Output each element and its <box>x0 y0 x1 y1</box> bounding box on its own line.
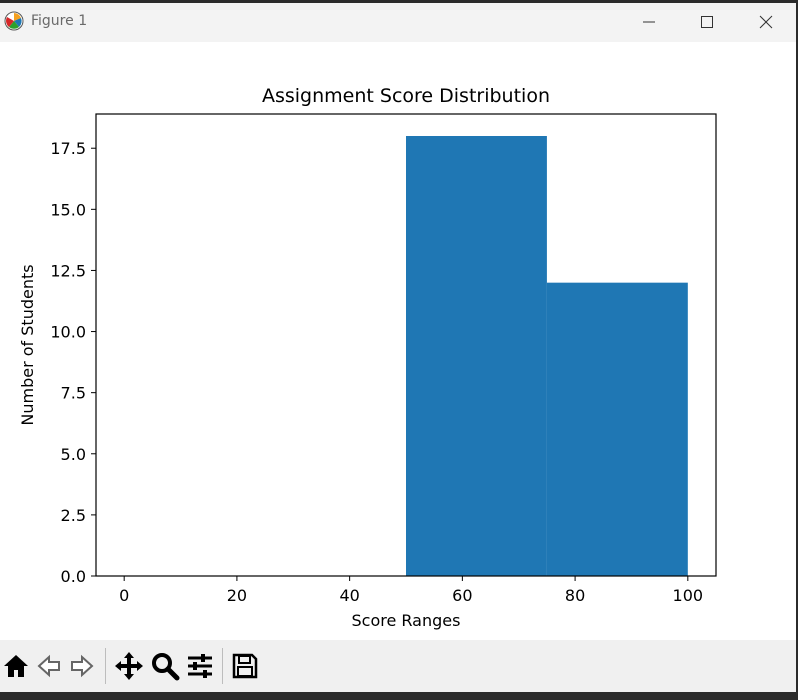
x-tick-label: 80 <box>565 586 585 605</box>
chart-title: Assignment Score Distribution <box>262 85 550 107</box>
maximize-icon <box>701 16 713 28</box>
navigation-toolbar <box>0 640 796 692</box>
configure-subplots-button[interactable] <box>184 650 216 682</box>
x-tick-label: 60 <box>452 586 472 605</box>
y-tick-label: 0.0 <box>61 567 86 586</box>
x-tick-label: 40 <box>339 586 359 605</box>
title-bar: Figure 1 <box>0 0 796 42</box>
zoom-icon <box>152 653 180 681</box>
window-title: Figure 1 <box>31 13 88 29</box>
y-tick-label: 5.0 <box>61 445 86 464</box>
pan-button[interactable] <box>113 650 145 682</box>
y-tick-label: 17.5 <box>50 139 86 158</box>
save-icon <box>232 653 258 679</box>
toolbar-separator <box>105 648 106 684</box>
toolbar-separator <box>222 648 223 684</box>
minimize-icon <box>643 21 655 23</box>
y-tick-label: 7.5 <box>61 384 86 403</box>
close-icon <box>759 15 773 29</box>
pan-icon <box>115 652 143 680</box>
zoom-button[interactable] <box>149 650 181 682</box>
configure-subplots-icon <box>188 654 212 678</box>
close-button[interactable] <box>743 8 789 36</box>
y-axis-label: Number of Students <box>18 264 37 425</box>
x-tick-label: 20 <box>227 586 247 605</box>
forward-icon <box>71 654 94 678</box>
forward-button[interactable] <box>66 650 98 682</box>
back-button[interactable] <box>33 650 65 682</box>
background-strip <box>0 692 798 700</box>
histogram-bar <box>546 282 688 576</box>
save-button[interactable] <box>229 650 261 682</box>
back-icon <box>37 654 60 678</box>
minimize-button[interactable] <box>626 8 672 36</box>
y-tick-label: 10.0 <box>50 323 86 342</box>
maximize-button[interactable] <box>684 8 730 36</box>
histogram-bar <box>406 136 547 576</box>
figure-canvas[interactable]: 0 20 40 60 80 100 0.0 2.5 5.0 7.5 10.0 12.5 15.0 17.5… <box>0 42 796 640</box>
axes-frame <box>95 113 717 577</box>
x-tick-label: 0 <box>119 586 129 605</box>
x-axis-label: Score Ranges <box>352 611 461 630</box>
y-tick-label: 15.0 <box>50 200 86 219</box>
y-tick-label: 12.5 <box>50 261 86 280</box>
matplotlib-logo-icon <box>4 11 24 31</box>
chart: 0 20 40 60 80 100 0.0 2.5 5.0 7.5 10.0 12.5 15.0 17.5… <box>18 85 717 630</box>
y-tick-label: 2.5 <box>61 506 86 525</box>
home-icon <box>4 655 28 677</box>
x-tick-label: 100 <box>673 586 704 605</box>
background-strip <box>0 0 798 3</box>
home-button[interactable] <box>0 650 32 682</box>
